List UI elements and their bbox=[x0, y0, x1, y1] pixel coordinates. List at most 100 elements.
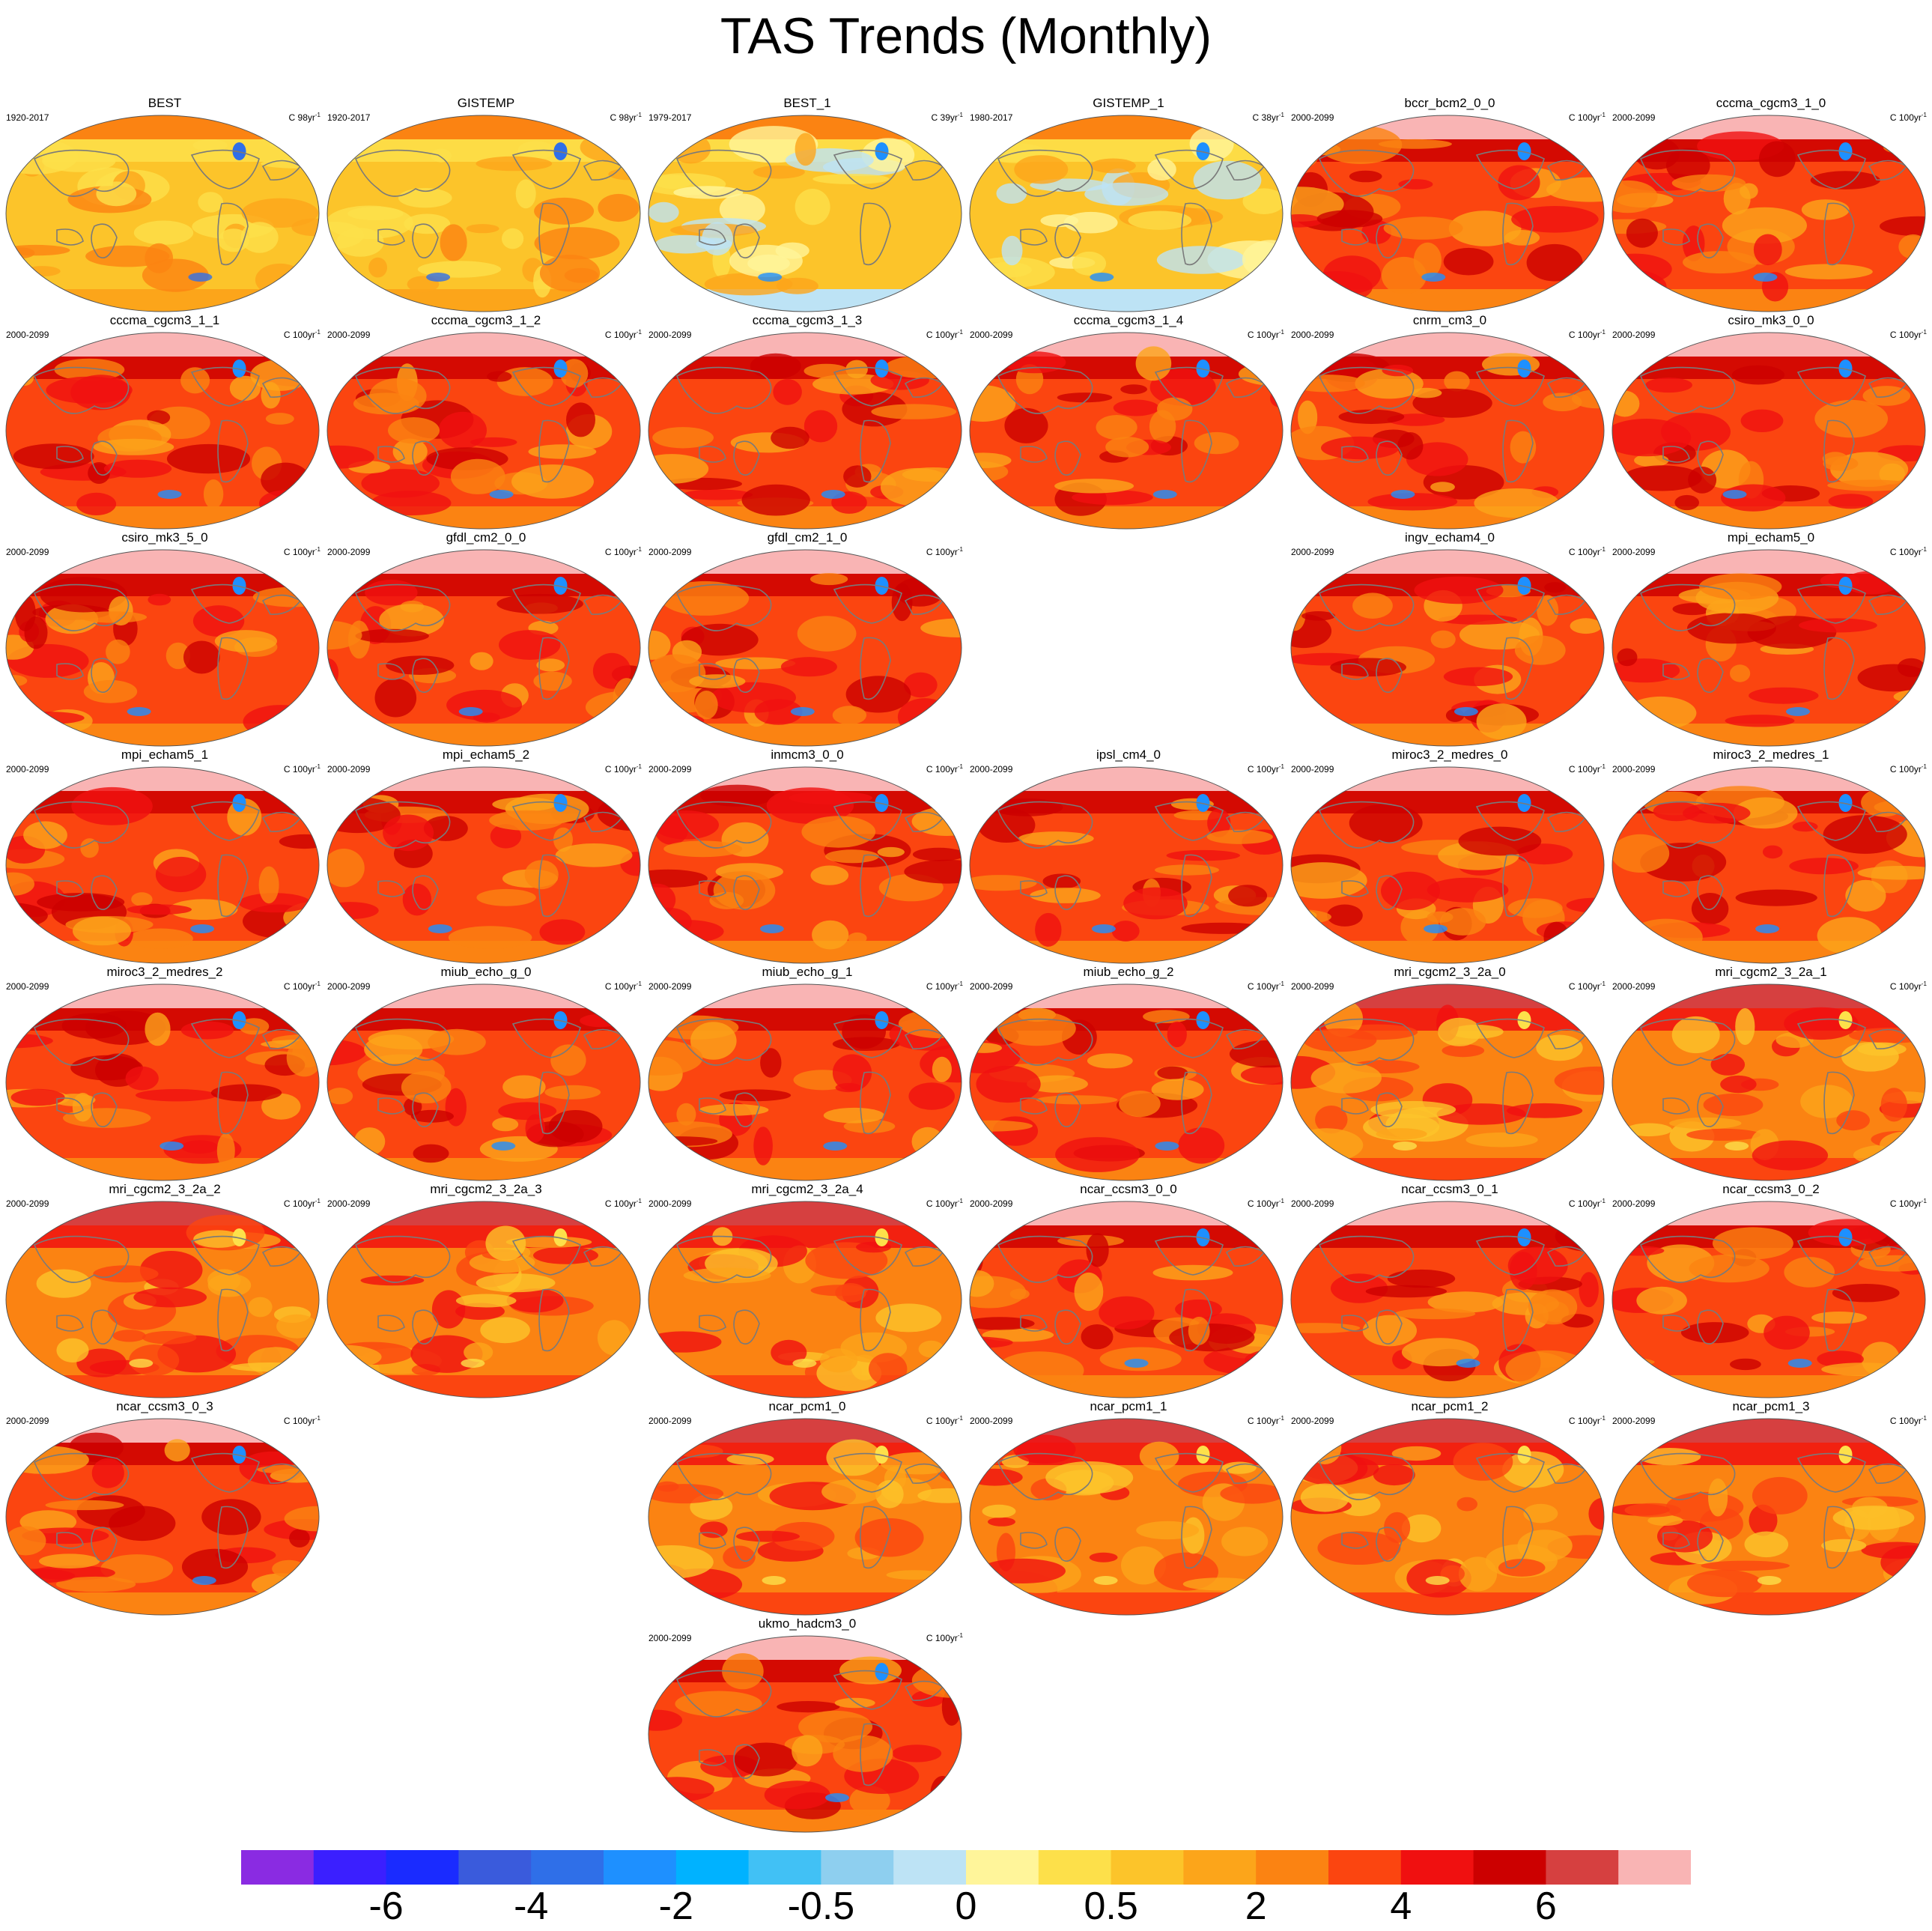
robinson-map bbox=[1611, 332, 1926, 530]
panel-units: C 100yr-1 bbox=[1247, 980, 1284, 992]
panel-units: C 100yr-1 bbox=[926, 1415, 963, 1426]
colorbar-swatch bbox=[1400, 1850, 1474, 1885]
panel-period: 2000-2099 bbox=[1612, 330, 1656, 340]
robinson-map bbox=[326, 983, 641, 1181]
panel-title: cccma_cgcm3_1_2 bbox=[431, 313, 541, 327]
panel-period: 2000-2099 bbox=[648, 764, 692, 774]
panel-period: 2000-2099 bbox=[1612, 1198, 1656, 1209]
map-panel: ncar_ccsm3_0_0 2000-2099 C 100yr-1 bbox=[968, 1182, 1289, 1399]
map-panel: csiro_mk3_0_0 2000-2099 C 100yr-1 bbox=[1611, 313, 1931, 530]
map-panel: ncar_pcm1_1 2000-2099 C 100yr-1 bbox=[968, 1399, 1289, 1616]
map-panel: bccr_bcm2_0_0 2000-2099 C 100yr-1 bbox=[1289, 96, 1610, 313]
panel-period: 2000-2099 bbox=[1291, 112, 1334, 123]
panel-period: 2000-2099 bbox=[327, 764, 371, 774]
colorbar-swatch bbox=[1473, 1850, 1546, 1885]
map-panel: mri_cgcm2_3_2a_1 2000-2099 C 100yr-1 bbox=[1611, 965, 1931, 1182]
colorbar-swatch bbox=[1618, 1850, 1691, 1885]
panel-title: csiro_mk3_0_0 bbox=[1728, 313, 1814, 327]
panel-title: gfdl_cm2_1_0 bbox=[767, 530, 848, 545]
robinson-map bbox=[1290, 983, 1605, 1181]
panel-units: C 100yr-1 bbox=[283, 763, 321, 774]
panel-units: C 100yr-1 bbox=[283, 1415, 321, 1426]
panel-title: cccma_cgcm3_1_3 bbox=[752, 313, 863, 327]
panel-units: C 100yr-1 bbox=[1889, 763, 1927, 774]
map-panel: GISTEMP_1 1980-2017 C 38yr-1 bbox=[968, 96, 1289, 313]
panel-period: 2000-2099 bbox=[648, 547, 692, 557]
panel-period: 2000-2099 bbox=[648, 981, 692, 992]
colorbar-swatch bbox=[1328, 1850, 1402, 1885]
panel-title: mri_cgcm2_3_2a_3 bbox=[430, 1182, 542, 1196]
robinson-map bbox=[326, 332, 641, 530]
panel-title: GISTEMP_1 bbox=[1093, 96, 1164, 110]
robinson-map bbox=[648, 1201, 962, 1398]
colorbar-swatch bbox=[458, 1850, 532, 1885]
panel-units: C 100yr-1 bbox=[926, 329, 963, 340]
panel-title: miub_echo_g_2 bbox=[1083, 965, 1174, 979]
colorbar-swatch bbox=[1256, 1850, 1329, 1885]
panel-period: 2000-2099 bbox=[1612, 547, 1656, 557]
panel-units: C 100yr-1 bbox=[1889, 546, 1927, 557]
map-panel: cccma_cgcm3_1_0 2000-2099 C 100yr-1 bbox=[1611, 96, 1931, 313]
map-panel: ncar_pcm1_0 2000-2099 C 100yr-1 bbox=[647, 1399, 967, 1616]
panel-title: ncar_ccsm3_0_1 bbox=[1401, 1182, 1498, 1196]
panel-title: mpi_echam5_2 bbox=[442, 748, 530, 762]
panel-units: C 100yr-1 bbox=[1889, 1198, 1927, 1209]
panel-period: 1920-2017 bbox=[327, 112, 371, 123]
panel-title: miroc3_2_medres_2 bbox=[106, 965, 223, 979]
colorbar-tick-label: 0 bbox=[955, 1885, 977, 1928]
panel-units: C 100yr-1 bbox=[283, 1198, 321, 1209]
panel-units: C 98yr-1 bbox=[288, 112, 321, 123]
robinson-map bbox=[5, 983, 320, 1181]
robinson-map bbox=[1290, 766, 1605, 964]
panel-title: ipsl_cm4_0 bbox=[1096, 748, 1161, 762]
panel-period: 2000-2099 bbox=[648, 1633, 692, 1643]
panel-title: mpi_echam5_0 bbox=[1727, 530, 1815, 545]
panel-title: ncar_ccsm3_0_3 bbox=[116, 1399, 213, 1413]
map-panel: BEST_1 1979-2017 C 39yr-1 bbox=[647, 96, 967, 313]
robinson-map bbox=[648, 549, 962, 747]
panel-units: C 100yr-1 bbox=[1889, 980, 1927, 992]
panel-period: 2000-2099 bbox=[6, 547, 49, 557]
robinson-map bbox=[1611, 549, 1926, 747]
panel-title: BEST bbox=[148, 96, 182, 110]
panel-units: C 100yr-1 bbox=[1568, 546, 1606, 557]
colorbar-swatch bbox=[604, 1850, 677, 1885]
panel-title: gfdl_cm2_0_0 bbox=[446, 530, 526, 545]
robinson-map bbox=[326, 766, 641, 964]
panel-period: 2000-2099 bbox=[6, 764, 49, 774]
robinson-map bbox=[5, 766, 320, 964]
panel-period: 2000-2099 bbox=[1291, 981, 1334, 992]
panel-period: 2000-2099 bbox=[1612, 764, 1656, 774]
colorbar-swatch bbox=[966, 1850, 1039, 1885]
map-panel: ncar_ccsm3_0_1 2000-2099 C 100yr-1 bbox=[1289, 1182, 1610, 1399]
panel-title: ncar_ccsm3_0_0 bbox=[1080, 1182, 1177, 1196]
colorbar-tick-label: 6 bbox=[1534, 1885, 1557, 1928]
robinson-map bbox=[1290, 1201, 1605, 1398]
robinson-map bbox=[1290, 549, 1605, 747]
panel-units: C 100yr-1 bbox=[1568, 763, 1606, 774]
robinson-map bbox=[1611, 766, 1926, 964]
panel-period: 2000-2099 bbox=[1612, 981, 1656, 992]
map-panel: ipsl_cm4_0 2000-2099 C 100yr-1 bbox=[968, 748, 1289, 965]
panel-title: miub_echo_g_0 bbox=[440, 965, 532, 979]
map-panel: GISTEMP 1920-2017 C 98yr-1 bbox=[326, 96, 646, 313]
robinson-map bbox=[648, 332, 962, 530]
robinson-map bbox=[1290, 115, 1605, 312]
robinson-map bbox=[326, 115, 641, 312]
robinson-map bbox=[5, 1418, 320, 1616]
map-panel: miub_echo_g_0 2000-2099 C 100yr-1 bbox=[326, 965, 646, 1182]
map-panel: mri_cgcm2_3_2a_0 2000-2099 C 100yr-1 bbox=[1289, 965, 1610, 1182]
colorbar-swatch bbox=[241, 1850, 315, 1885]
panel-period: 2000-2099 bbox=[970, 330, 1013, 340]
map-panel: ncar_pcm1_3 2000-2099 C 100yr-1 bbox=[1611, 1399, 1931, 1616]
map-panel: mri_cgcm2_3_2a_2 2000-2099 C 100yr-1 bbox=[4, 1182, 325, 1399]
panel-period: 1920-2017 bbox=[6, 112, 49, 123]
panel-units: C 100yr-1 bbox=[1247, 1415, 1284, 1426]
robinson-map bbox=[5, 115, 320, 312]
robinson-map bbox=[326, 549, 641, 747]
map-panel: ingv_echam4_0 2000-2099 C 100yr-1 bbox=[1289, 530, 1610, 748]
panel-units: C 100yr-1 bbox=[604, 546, 642, 557]
panel-period: 2000-2099 bbox=[1291, 1416, 1334, 1426]
panel-period: 2000-2099 bbox=[1291, 764, 1334, 774]
panel-period: 2000-2099 bbox=[970, 1198, 1013, 1209]
